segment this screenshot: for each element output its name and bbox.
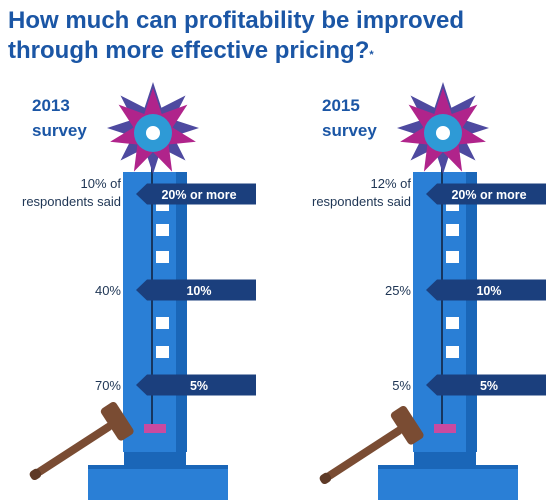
survey-year-label: 2015 [322, 96, 360, 115]
gavel-handle [36, 422, 113, 476]
gavel-head [390, 405, 424, 445]
tower-marker [446, 317, 459, 329]
tower-marker [446, 251, 459, 263]
respondents-value: respondents said [22, 194, 121, 209]
survey-panel-2013: 2013 survey 20% or more 10% of respondents s… [22, 82, 256, 500]
respondents-value: respondents said [312, 194, 411, 209]
gavel-handle [326, 426, 403, 480]
bell-center [436, 126, 450, 140]
level-label: 20% or more [161, 188, 236, 202]
survey-year-label: 2013 [32, 96, 70, 115]
level-banner [426, 279, 546, 301]
level-banner [426, 374, 546, 396]
tower-marker [156, 317, 169, 329]
chart-title: How much can profitability be improved t… [8, 7, 465, 64]
tower-column-shade [466, 172, 477, 452]
survey-unit-label: survey [32, 121, 87, 140]
gavel-head [100, 401, 134, 441]
tower-base [378, 465, 518, 500]
tower-base-edge [88, 465, 228, 469]
respondents-value: 25% [385, 283, 411, 298]
level-label: 5% [190, 379, 208, 393]
puck [434, 424, 456, 433]
tower-marker [446, 346, 459, 358]
survey-panel-2015: 2015 survey 20% or more 12% of respondents s… [312, 82, 546, 500]
gavel-icon [29, 401, 134, 481]
respondents-value: 40% [95, 283, 121, 298]
level-label: 5% [480, 379, 498, 393]
tower-marker [156, 224, 169, 236]
tower-column-shade [176, 172, 187, 452]
puck [144, 424, 166, 433]
tower-marker [446, 224, 459, 236]
gavel-handle-end [29, 468, 42, 481]
level-label: 10% [186, 284, 211, 298]
tower-pedestal [414, 448, 476, 466]
tower-base [88, 465, 228, 500]
level-banner [136, 279, 256, 301]
tower-pedestal [124, 448, 186, 466]
level-label: 20% or more [451, 188, 526, 202]
respondents-value: 5% [392, 378, 411, 393]
level-banner [136, 183, 256, 205]
survey-unit-label: survey [322, 121, 377, 140]
respondents-value: 10% of [81, 176, 122, 191]
level-banner [426, 183, 546, 205]
gavel-icon [319, 405, 424, 485]
tower-marker [156, 346, 169, 358]
respondents-value: 70% [95, 378, 121, 393]
tower-marker [156, 251, 169, 263]
level-banner [136, 374, 256, 396]
respondents-value: 12% of [371, 176, 412, 191]
tower-base-edge [378, 465, 518, 469]
bell-center [146, 126, 160, 140]
gavel-handle-end [319, 472, 332, 485]
level-label: 10% [476, 284, 501, 298]
